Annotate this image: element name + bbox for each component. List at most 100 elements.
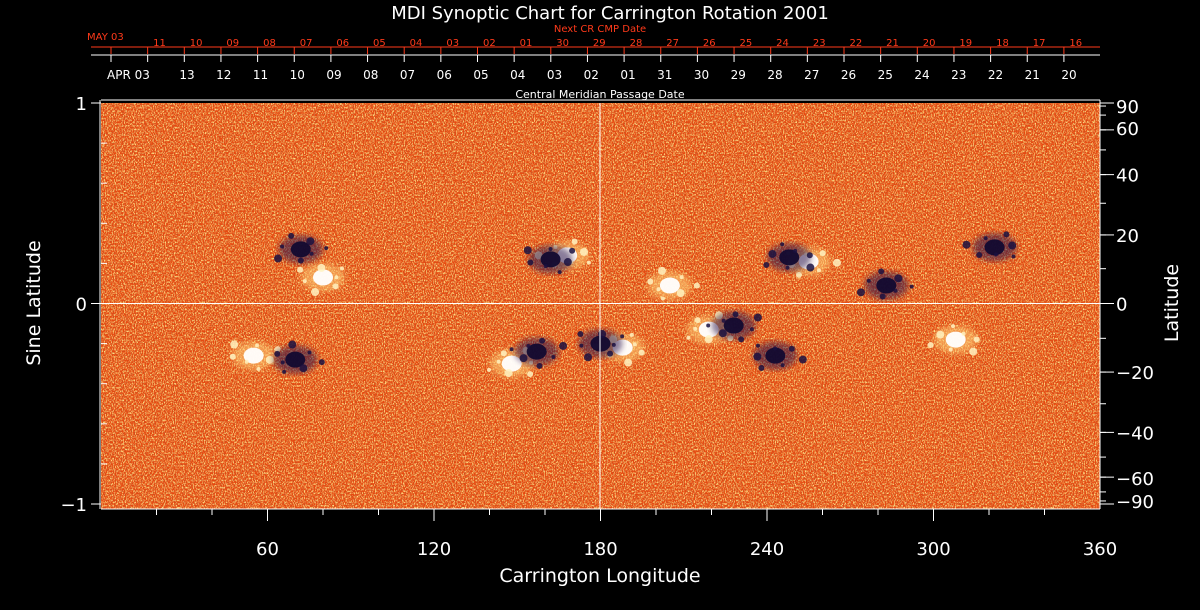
region-core — [779, 249, 800, 266]
region-speck — [339, 266, 344, 271]
region-speck — [230, 340, 239, 349]
next-cr-date-label: 22 — [849, 38, 862, 49]
region-speck — [679, 275, 684, 280]
next-cr-date-label: 02 — [483, 38, 496, 49]
negative-flux-region — [274, 232, 329, 264]
region-speck — [973, 336, 980, 343]
next-cr-date-label: 20 — [923, 38, 936, 49]
region-speck — [656, 287, 661, 292]
next-cr-month: MAY 03 — [87, 32, 124, 43]
region-speck — [579, 343, 584, 348]
next-cr-date-axis: 11 10 09 08 07 06 05 04 03 02 01 30 29 28 27 26 25 24 23 22… — [91, 38, 1100, 54]
cmp-date-label: 25 — [878, 68, 893, 82]
region-speck — [758, 364, 765, 371]
x-tick-label: 120 — [417, 539, 451, 560]
region-core — [945, 331, 966, 348]
lat-tick-label: −40 — [1116, 423, 1154, 444]
region-speck — [317, 263, 326, 272]
negative-flux-region — [763, 242, 815, 272]
negative-flux-region — [962, 231, 1017, 262]
region-speck — [693, 326, 698, 331]
next-cr-date-label: 30 — [556, 38, 569, 49]
region-core — [659, 277, 680, 294]
next-cr-date-label: 28 — [630, 38, 643, 49]
region-speck — [894, 274, 903, 283]
region-speck — [976, 251, 983, 258]
region-core — [723, 317, 744, 334]
region-speck — [629, 332, 634, 337]
region-speck — [527, 259, 534, 266]
next-cr-date-label: 19 — [959, 38, 972, 49]
cmp-date-label: 10 — [290, 68, 305, 82]
next-cr-date-label: 01 — [520, 38, 533, 49]
region-speck — [773, 346, 778, 351]
region-speck — [334, 275, 339, 280]
region-speck — [706, 323, 711, 328]
lat-tick-label: −20 — [1116, 363, 1154, 384]
region-speck — [780, 363, 785, 368]
region-speck — [856, 288, 865, 297]
region-core — [501, 355, 522, 372]
region-speck — [768, 249, 777, 258]
region-speck — [624, 358, 633, 367]
next-cr-date-label: 29 — [593, 38, 606, 49]
region-speck — [721, 318, 726, 323]
region-speck — [309, 251, 314, 256]
region-speck — [307, 350, 312, 355]
central-meridian-label: Central Meridian Passage Date — [515, 88, 684, 101]
next-cr-date-label: 05 — [373, 38, 386, 49]
region-speck — [274, 254, 283, 263]
region-speck — [647, 278, 654, 285]
region-speck — [256, 366, 261, 371]
cmp-date-label: 24 — [914, 68, 929, 82]
region-speck — [519, 354, 528, 363]
lat-tick-label: −60 — [1116, 469, 1154, 490]
x-tick-label: 180 — [583, 539, 617, 560]
cmp-date-label: 11 — [253, 68, 268, 82]
next-cr-date-label: 09 — [226, 38, 239, 49]
region-speck — [486, 367, 491, 372]
region-speck — [299, 364, 308, 373]
region-speck — [584, 353, 593, 362]
region-speck — [763, 262, 770, 269]
cmp-date-label: 21 — [1025, 68, 1040, 82]
region-speck — [563, 258, 572, 267]
longitude-axis: 60 120 180 240 300 360 — [256, 539, 1117, 560]
lat-tick-label: 40 — [1116, 166, 1139, 187]
negative-flux-region — [706, 311, 762, 343]
next-cr-date-label: 10 — [190, 38, 203, 49]
region-speck — [280, 360, 285, 365]
cmp-date-label: 13 — [179, 68, 194, 82]
region-speck — [598, 330, 607, 339]
lat-tick-label: 90 — [1116, 97, 1139, 118]
region-core — [876, 277, 897, 294]
x-tick-label: 60 — [256, 539, 279, 560]
next-cr-date-label: 03 — [446, 38, 459, 49]
region-speck — [753, 313, 762, 322]
positive-flux-region — [647, 266, 700, 301]
region-speck — [496, 359, 501, 364]
region-speck — [878, 268, 885, 275]
lat-tick-label: 20 — [1116, 226, 1139, 247]
negative-flux-region — [753, 341, 807, 371]
cmp-date-label: 20 — [1061, 68, 1076, 82]
region-speck — [586, 260, 591, 265]
region-speck — [311, 288, 320, 297]
negative-flux-region — [523, 245, 576, 275]
region-speck — [280, 244, 285, 249]
region-speck — [1008, 241, 1017, 250]
negative-flux-region — [509, 337, 568, 369]
region-speck — [658, 266, 667, 275]
next-cr-date-label: 27 — [666, 38, 679, 49]
region-speck — [951, 324, 956, 329]
region-speck — [297, 257, 304, 264]
region-core — [526, 343, 547, 360]
next-cr-date-label: 07 — [300, 38, 313, 49]
region-speck — [265, 355, 274, 364]
region-speck — [504, 369, 513, 378]
region-core — [243, 347, 264, 364]
region-speck — [551, 354, 556, 359]
x-tick-label: 360 — [1083, 539, 1117, 560]
region-speck — [983, 236, 988, 241]
next-cr-date-label: 18 — [996, 38, 1009, 49]
